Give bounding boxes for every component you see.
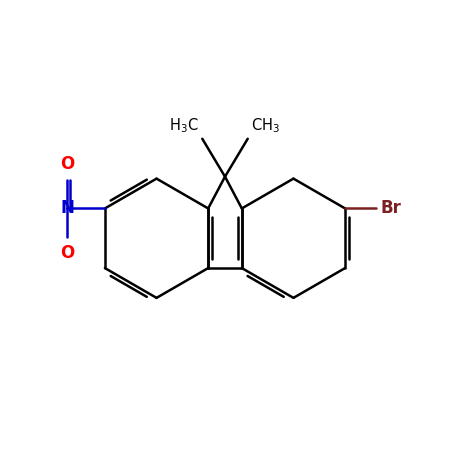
Text: Br: Br — [380, 199, 401, 217]
Text: O: O — [60, 155, 75, 173]
Text: CH$_3$: CH$_3$ — [251, 117, 280, 135]
Text: O: O — [60, 244, 75, 262]
Text: N: N — [60, 199, 74, 217]
Text: H$_3$C: H$_3$C — [169, 117, 199, 135]
